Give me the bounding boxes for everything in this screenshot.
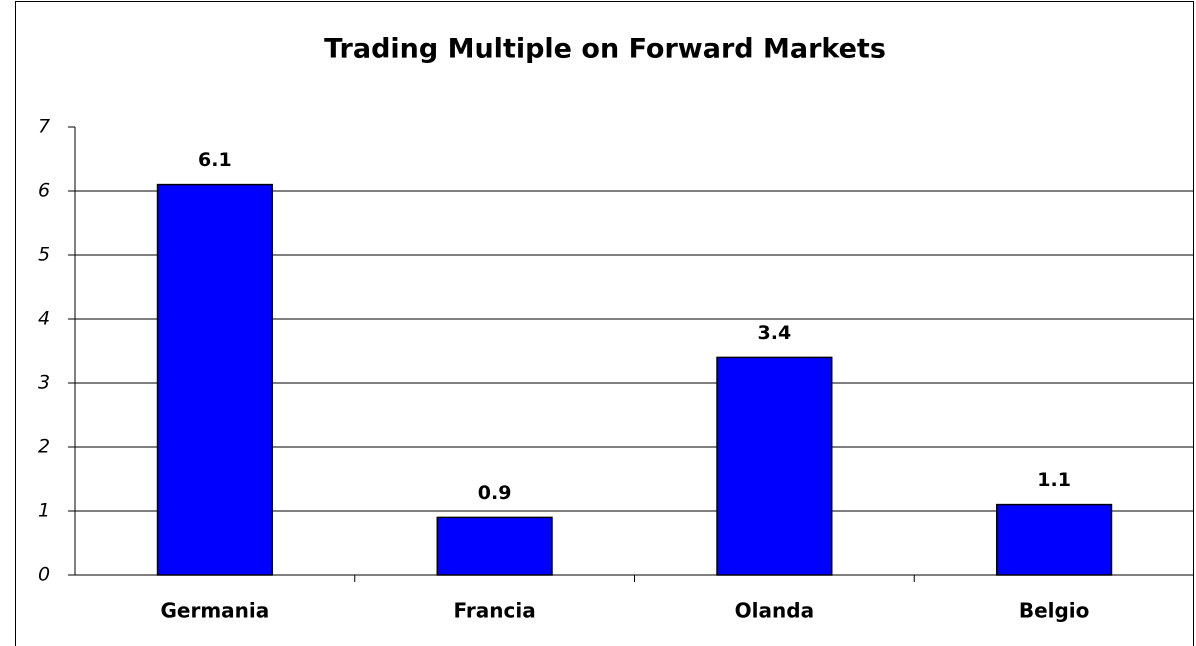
chart-title: Trading Multiple on Forward Markets (324, 34, 886, 65)
x-tick-label: Olanda (735, 599, 814, 623)
value-label: 6.1 (198, 149, 232, 171)
y-tick-label: 7 (38, 116, 50, 138)
bar (436, 516, 553, 576)
x-tick-label: Francia (454, 599, 536, 623)
y-tick-label: 3 (38, 372, 50, 394)
bar (156, 183, 273, 576)
value-label: 3.4 (758, 322, 792, 344)
value-label: 1.1 (1037, 469, 1071, 491)
y-tick-label: 2 (38, 436, 50, 458)
x-tick-label: Germania (160, 599, 269, 623)
x-tick-label: Belgio (1019, 599, 1090, 623)
y-tick-label: 1 (38, 500, 50, 522)
y-tick-label: 6 (38, 180, 50, 202)
bar (996, 503, 1113, 576)
y-tick-label: 0 (38, 564, 50, 586)
y-tick-label: 5 (38, 244, 50, 266)
bar (716, 356, 833, 576)
y-tick-label: 4 (38, 308, 50, 330)
value-label: 0.9 (478, 482, 512, 504)
